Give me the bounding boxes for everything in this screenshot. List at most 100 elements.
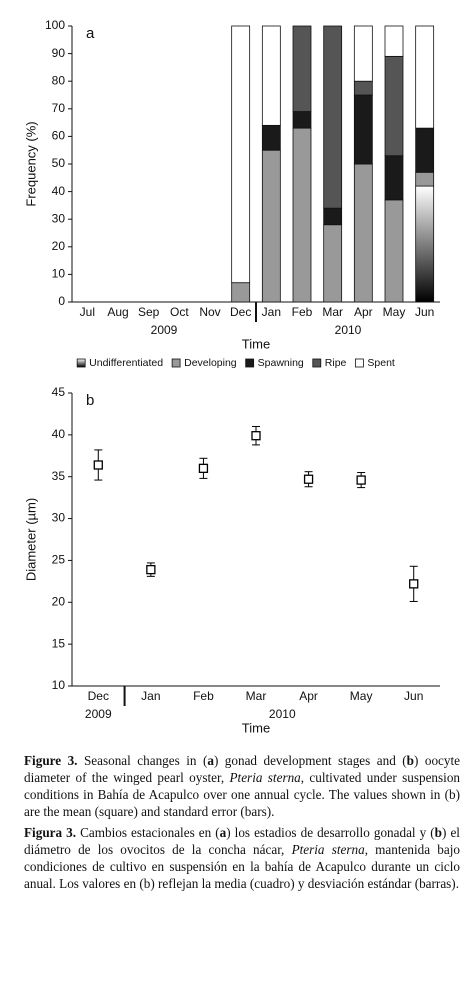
caption: Figure 3. Seasonal changes in (a) gonad … [24,752,460,820]
y-tick-label: 20 [52,239,66,253]
panel-label: b [86,392,94,409]
y-tick-label: 90 [52,46,66,60]
legend-swatch [245,358,255,368]
caption-text: Figura 3. [24,825,77,840]
x-tick-label: Dec [88,689,109,703]
caption-text: ) gonad development stages and ( [213,753,407,768]
bar-segment [323,207,343,226]
x-tick-label: Jan [141,689,160,703]
x-tick-label: May [383,305,406,319]
caption: Figura 3. Cambios estacionales en (a) lo… [24,824,460,892]
mean-marker [198,463,209,473]
caption-text: ) oocyte diameter of the winged pearl oy… [24,753,461,785]
legend-swatch [171,358,181,368]
mean-marker [409,579,419,589]
x-tick-label: Nov [199,305,220,319]
bar-segment [384,155,404,201]
y-axis-title: Diameter (µm) [23,498,38,581]
y-tick-label: 15 [52,636,66,650]
y-tick-label: 100 [45,18,65,32]
caption-text: , mantenida bajo condiciones de cultivo … [24,842,460,891]
caption-text: b [406,753,414,768]
bar-segment [231,25,251,284]
bar-segment [415,185,435,303]
x-tick-label: Jan [262,305,281,319]
mean-marker [146,564,156,575]
x-tick-label: Mar [246,689,267,703]
bar-segment [261,124,281,151]
y-tick-label: 20 [52,594,66,608]
y-tick-label: 40 [52,427,66,441]
panel-label: a [86,25,95,42]
mean-marker [356,475,366,485]
x-tick-label: Sep [138,305,160,319]
x-tick-label: Dec [230,305,251,319]
caption-text: a [207,753,214,768]
year-label: 2010 [269,707,296,721]
caption-text: ) los estadios de desarrollo gonadal y ( [226,825,435,840]
caption-text: a [219,825,227,840]
figure: 0 10 20 30 40 50 60 70 80 90 100 Frequency (%) a Jul A… [23,18,440,735]
bar-segment [261,25,281,126]
mean-marker [251,431,261,441]
bar-segment [353,163,373,303]
legend-label: Spawning [258,357,304,369]
caption-text: ) el diámetro de los ovocitos de la conc… [24,825,460,857]
x-tick-label: Mar [322,305,343,319]
bar-segment [353,80,373,96]
x-axis-title: Time [242,720,270,735]
y-tick-label: 40 [52,184,66,198]
y-tick-label: 35 [52,469,66,483]
bar-segment [323,224,343,303]
y-tick-label: 70 [52,101,66,115]
legend-label: Ripe [325,357,347,369]
bar-segment [323,25,343,209]
year-label: 2010 [335,323,362,337]
y-tick-label: 30 [52,511,66,525]
y-tick-label: 30 [52,211,66,225]
caption-text: Cambios estacionales en ( [76,825,220,840]
legend-label: Undifferentiated [89,357,163,369]
x-tick-label: May [350,689,373,703]
x-tick-label: Jun [415,305,434,319]
x-tick-label: Jun [404,689,423,703]
x-tick-label: Apr [354,305,373,319]
y-tick-label: 50 [52,156,66,170]
year-label: 2009 [151,323,178,337]
y-tick-label: 45 [52,385,66,399]
y-tick-label: 25 [52,553,66,567]
caption-text: Seasonal changes in ( [77,753,208,768]
bar-segment [384,25,404,57]
y-tick-label: 80 [52,73,66,87]
x-tick-label: Apr [299,689,318,703]
caption-text: b [434,825,443,840]
legend-swatch [354,358,364,368]
legend-label: Developing [184,357,237,369]
year-label: 2009 [85,707,112,721]
y-axis-title: Frequency (%) [23,121,38,206]
caption-text: Pteria sterna [291,842,365,857]
y-tick-label: 10 [52,267,66,281]
bar-segment [353,25,373,82]
caption-text: , cultivated under suspension conditions… [24,770,461,819]
bar-segment [231,282,251,303]
bar-segment [384,55,404,157]
bar-segment [353,94,373,165]
x-axis-title: Time [242,336,270,351]
caption-text: Pteria sterna [229,770,301,785]
caption-text: Figure 3. [24,753,78,768]
x-tick-label: Feb [292,305,313,319]
x-tick-label: Jul [80,305,95,319]
legend-label: Spent [367,357,395,369]
mean-marker [303,474,314,484]
bar-segment [415,171,435,187]
mean-marker [93,460,103,470]
bar-segment [415,25,435,129]
bar-segment [261,149,281,303]
x-tick-label: Oct [170,305,189,319]
bar-segment [292,25,312,112]
y-tick-label: 0 [58,294,65,308]
legend-swatch [312,358,322,368]
y-tick-label: 10 [52,678,66,692]
